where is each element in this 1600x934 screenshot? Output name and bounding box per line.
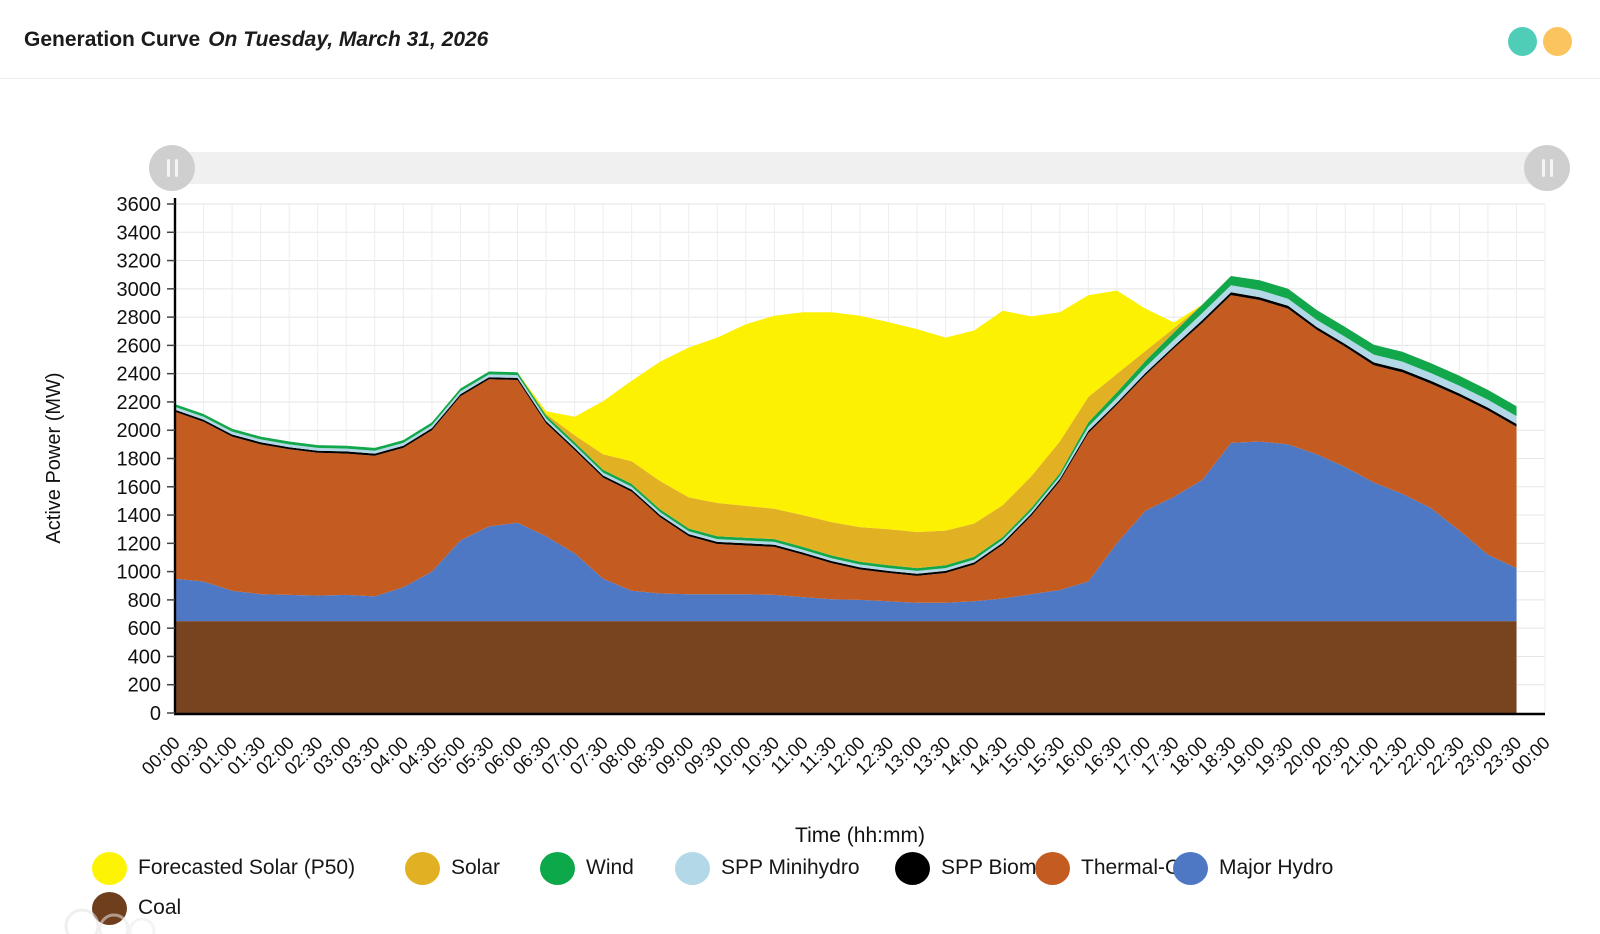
- svg-text:1400: 1400: [117, 505, 162, 527]
- axes: [173, 198, 1545, 716]
- area-thermal_oil[interactable]: [175, 295, 1517, 603]
- svg-text:2400: 2400: [117, 364, 162, 386]
- legend-label-wind: Wind: [586, 856, 634, 879]
- time-range-slider-track[interactable]: [152, 152, 1568, 184]
- legend-swatch-wind: [540, 851, 575, 885]
- svg-text:0: 0: [150, 703, 161, 725]
- legend-swatch-spp-minihydro: [675, 851, 710, 885]
- svg-text:2600: 2600: [117, 335, 162, 357]
- svg-text:1600: 1600: [117, 477, 162, 499]
- svg-text:2200: 2200: [117, 392, 162, 414]
- svg-text:2000: 2000: [117, 420, 162, 442]
- amber-status-dot[interactable]: [1543, 27, 1572, 56]
- chart-subtitle: On Tuesday, March 31, 2026: [208, 28, 489, 51]
- svg-text:3200: 3200: [117, 251, 162, 273]
- x-axis-title: Time (hh:mm): [795, 824, 925, 847]
- slider-handle-right[interactable]: [1524, 145, 1570, 191]
- legend-item-major-hydro[interactable]: Major Hydro: [1173, 850, 1333, 886]
- svg-text:1000: 1000: [117, 562, 162, 584]
- legend-swatch-major-hydro: [1173, 851, 1208, 885]
- legend-swatch-thermal-oil: [1035, 851, 1070, 885]
- legend-label-thermal-oil: Thermal-Oil: [1081, 856, 1191, 879]
- legend-swatch-solar: [405, 851, 440, 885]
- svg-text:400: 400: [128, 646, 161, 668]
- page-title: Generation Curve On Tuesday, March 31, 20…: [24, 28, 488, 52]
- legend-label-forecasted-solar-p50: Forecasted Solar (P50): [138, 856, 356, 879]
- generation-stacked-area-chart[interactable]: 0 200 400 600 800 1000 1200 1400 1600 1800 2000 220…: [0, 0, 1600, 830]
- svg-text:3000: 3000: [117, 279, 162, 301]
- area-coal[interactable]: [175, 621, 1517, 713]
- legend-label-coal: Coal: [138, 896, 182, 919]
- header-bar: Generation Curve On Tuesday, March 31, 20…: [0, 0, 1600, 79]
- legend-label-solar: Solar: [451, 856, 501, 879]
- svg-text:3400: 3400: [117, 222, 162, 244]
- stacked-area-bands[interactable]: [175, 276, 1517, 713]
- svg-text:600: 600: [128, 618, 161, 640]
- legend-label-major-hydro: Major Hydro: [1219, 856, 1334, 879]
- legend-item-wind[interactable]: Wind: [540, 850, 634, 886]
- slider-handle-left[interactable]: [149, 145, 195, 191]
- svg-text:3600: 3600: [117, 194, 162, 216]
- y-axis-ticks: 0 200 400 600 800 1000 1200 1400 1600 1800 2000 220…: [117, 194, 175, 725]
- watermark-logo: [64, 908, 156, 934]
- chart-title: Generation Curve: [24, 28, 201, 51]
- y-axis-title: Active Power (MW): [43, 372, 65, 544]
- svg-text:200: 200: [128, 675, 161, 697]
- legend-swatch-forecasted-solar-p50: [92, 851, 127, 885]
- svg-text:1800: 1800: [117, 449, 162, 471]
- legend-item-spp-minihydro[interactable]: SPP Minihydro: [675, 850, 860, 886]
- svg-text:1200: 1200: [117, 533, 162, 555]
- area-major_hydro[interactable]: [175, 441, 1517, 622]
- legend-swatch-spp-biomass: [895, 851, 930, 885]
- svg-text:2800: 2800: [117, 307, 162, 329]
- x-axis-ticks: 00:0000:3001:0001:3002:0002:3003:0003:30…: [138, 733, 1554, 779]
- svg-text:800: 800: [128, 590, 161, 612]
- legend-label-spp-minihydro: SPP Minihydro: [721, 856, 860, 879]
- legend-item-solar[interactable]: Solar: [405, 850, 500, 886]
- area-forecast_solar[interactable]: [175, 276, 1517, 532]
- teal-status-dot[interactable]: [1508, 27, 1537, 56]
- legend-item-forecasted-solar-p50[interactable]: Forecasted Solar (P50): [92, 850, 355, 886]
- legend-item-thermal-oil[interactable]: Thermal-Oil: [1035, 850, 1191, 886]
